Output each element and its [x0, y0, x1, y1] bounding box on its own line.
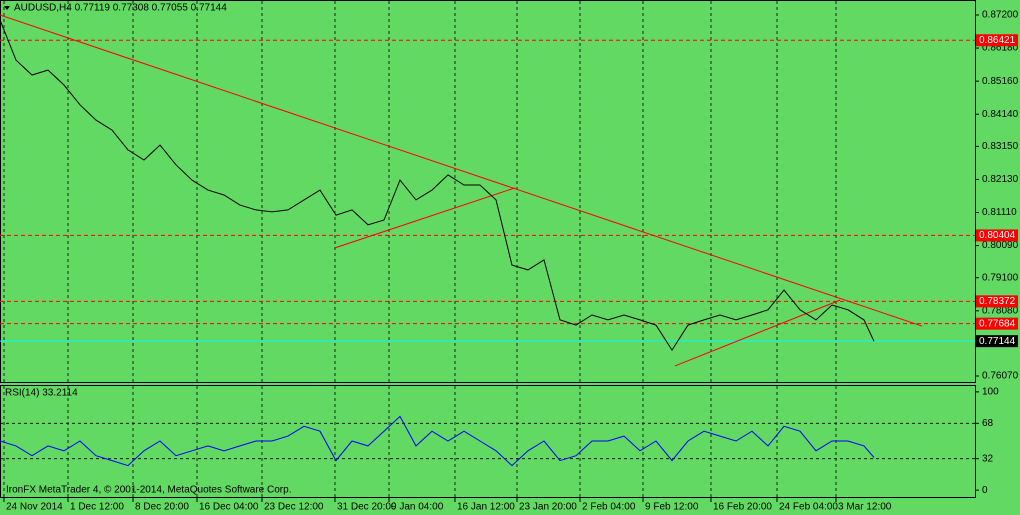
price-label-box	[976, 229, 1018, 242]
annotation: IronFX MetaTrader 4, © 2001-2014, MetaQu…	[6, 485, 291, 496]
price-line	[0, 415, 875, 467]
x-tick-label: 3 Mar 12:00	[838, 502, 892, 513]
price-line	[0, 19, 875, 352]
x-tick-label: 23 Dec 12:00	[264, 502, 324, 513]
menu-icon[interactable]	[4, 6, 10, 10]
y-tick-label: 0.79100	[982, 272, 1019, 283]
price-label-box	[976, 34, 1018, 47]
chart-title: AUDUSD,H4 0.77119 0.77308 0.77055 0.7714…	[14, 3, 227, 14]
y-tick-label: 100	[982, 387, 999, 398]
y-tick-label: 0.83150	[982, 141, 1019, 152]
x-tick-label: 23 Jan 20:00	[519, 502, 577, 513]
y-tick-label: 0	[982, 485, 988, 496]
price-label: 0.77144	[979, 336, 1016, 347]
x-tick-label: 9 Jan 04:00	[391, 502, 444, 513]
y-tick-label: 0.85160	[982, 76, 1019, 87]
y-tick-label: 0.87200	[982, 10, 1019, 21]
price-label-box	[976, 317, 1018, 330]
price-label: 0.78372	[979, 296, 1016, 307]
x-tick-label: 16 Jan 12:00	[457, 502, 515, 513]
y-tick-label: 0.84140	[982, 109, 1019, 120]
price-label-box	[976, 295, 1018, 308]
x-tick-label: 9 Feb 12:00	[645, 502, 699, 513]
y-tick-label: 0.82130	[982, 174, 1019, 185]
trendline	[334, 187, 516, 249]
x-tick-label: 1 Dec 12:00	[70, 502, 124, 513]
trendline	[674, 299, 841, 367]
chart-title: RSI(14) 33.2114	[5, 388, 78, 399]
trendline	[0, 14, 923, 327]
y-tick-label: 0.80090	[982, 240, 1019, 251]
x-tick-label: 16 Feb 20:00	[713, 502, 772, 513]
x-tick-label: 24 Nov 2014	[6, 502, 63, 513]
y-tick-label: 0.86180	[982, 43, 1019, 54]
y-tick-label: 0.76070	[982, 371, 1019, 382]
y-tick-label: 0.81110	[982, 207, 1017, 218]
y-tick-label: 32	[982, 453, 994, 464]
price-label: 0.86421	[979, 35, 1016, 46]
y-tick-label: 0.78080	[982, 305, 1019, 316]
y-tick-label: 68	[982, 418, 994, 429]
x-tick-label: 24 Feb 04:00	[779, 502, 838, 513]
x-tick-label: 16 Dec 04:00	[199, 502, 259, 513]
price-label: 0.77684	[979, 318, 1016, 329]
x-tick-label: 31 Dec 20:00	[337, 502, 397, 513]
x-tick-label: 2 Feb 04:00	[582, 502, 636, 513]
price-label: 0.80404	[979, 230, 1016, 241]
x-tick-label: 8 Dec 20:00	[135, 502, 189, 513]
price-label-box	[976, 335, 1018, 348]
price-frame	[0, 0, 976, 383]
